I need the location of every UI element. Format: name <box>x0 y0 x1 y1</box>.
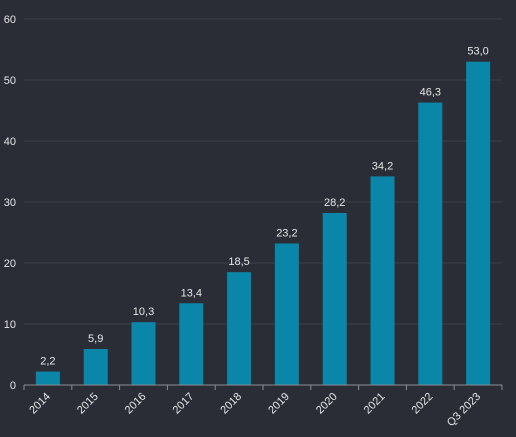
bar <box>35 371 60 385</box>
y-tick-label: 40 <box>4 136 16 148</box>
data-label: 28,2 <box>324 197 345 209</box>
bar <box>179 303 204 385</box>
x-tick-label: Q3 2023 <box>445 391 483 429</box>
bar <box>466 61 491 385</box>
y-axis-ticks: 0 10 20 30 40 50 60 <box>4 14 16 392</box>
data-label: 5,9 <box>88 333 103 345</box>
bar <box>274 243 299 385</box>
x-tick-label: 2014 <box>27 391 53 417</box>
y-tick-label: 20 <box>4 258 16 270</box>
x-tick-label: 2015 <box>75 391 101 417</box>
data-label: 18,5 <box>228 256 249 268</box>
x-tick-label: 2022 <box>410 391 436 417</box>
y-tick-label: 50 <box>4 75 16 87</box>
bar <box>83 349 108 385</box>
x-tick-label: 2018 <box>218 391 244 417</box>
bar <box>227 272 252 385</box>
x-tick-label: 2017 <box>171 391 197 417</box>
data-label: 46,3 <box>420 87 441 99</box>
y-tick-label: 10 <box>4 319 16 331</box>
bar <box>322 212 347 385</box>
bar <box>418 102 443 385</box>
bars <box>35 61 491 385</box>
x-tick-label: 2021 <box>362 391 388 417</box>
x-tick-label: 2019 <box>266 391 292 417</box>
y-tick-label: 0 <box>10 380 16 392</box>
data-labels: 2,2 5,9 10,3 13,4 18,5 23,2 28,2 34,2 46,3 53,0 <box>40 46 489 368</box>
bar <box>131 322 156 385</box>
data-label: 53,0 <box>467 46 488 58</box>
bar <box>370 176 395 385</box>
y-tick-label: 30 <box>4 197 16 209</box>
data-label: 10,3 <box>133 306 154 318</box>
x-axis <box>23 384 503 390</box>
x-tick-label: 2016 <box>123 391 149 417</box>
data-label: 13,4 <box>181 287 202 299</box>
data-label: 2,2 <box>40 356 55 368</box>
data-label: 23,2 <box>276 227 297 239</box>
y-tick-label: 60 <box>4 14 16 26</box>
data-label: 34,2 <box>372 160 393 172</box>
x-axis-ticks: 2014 2015 2016 2017 2018 2019 2020 2021 2022 Q3 2… <box>27 391 483 429</box>
x-tick-label: 2020 <box>314 391 340 417</box>
